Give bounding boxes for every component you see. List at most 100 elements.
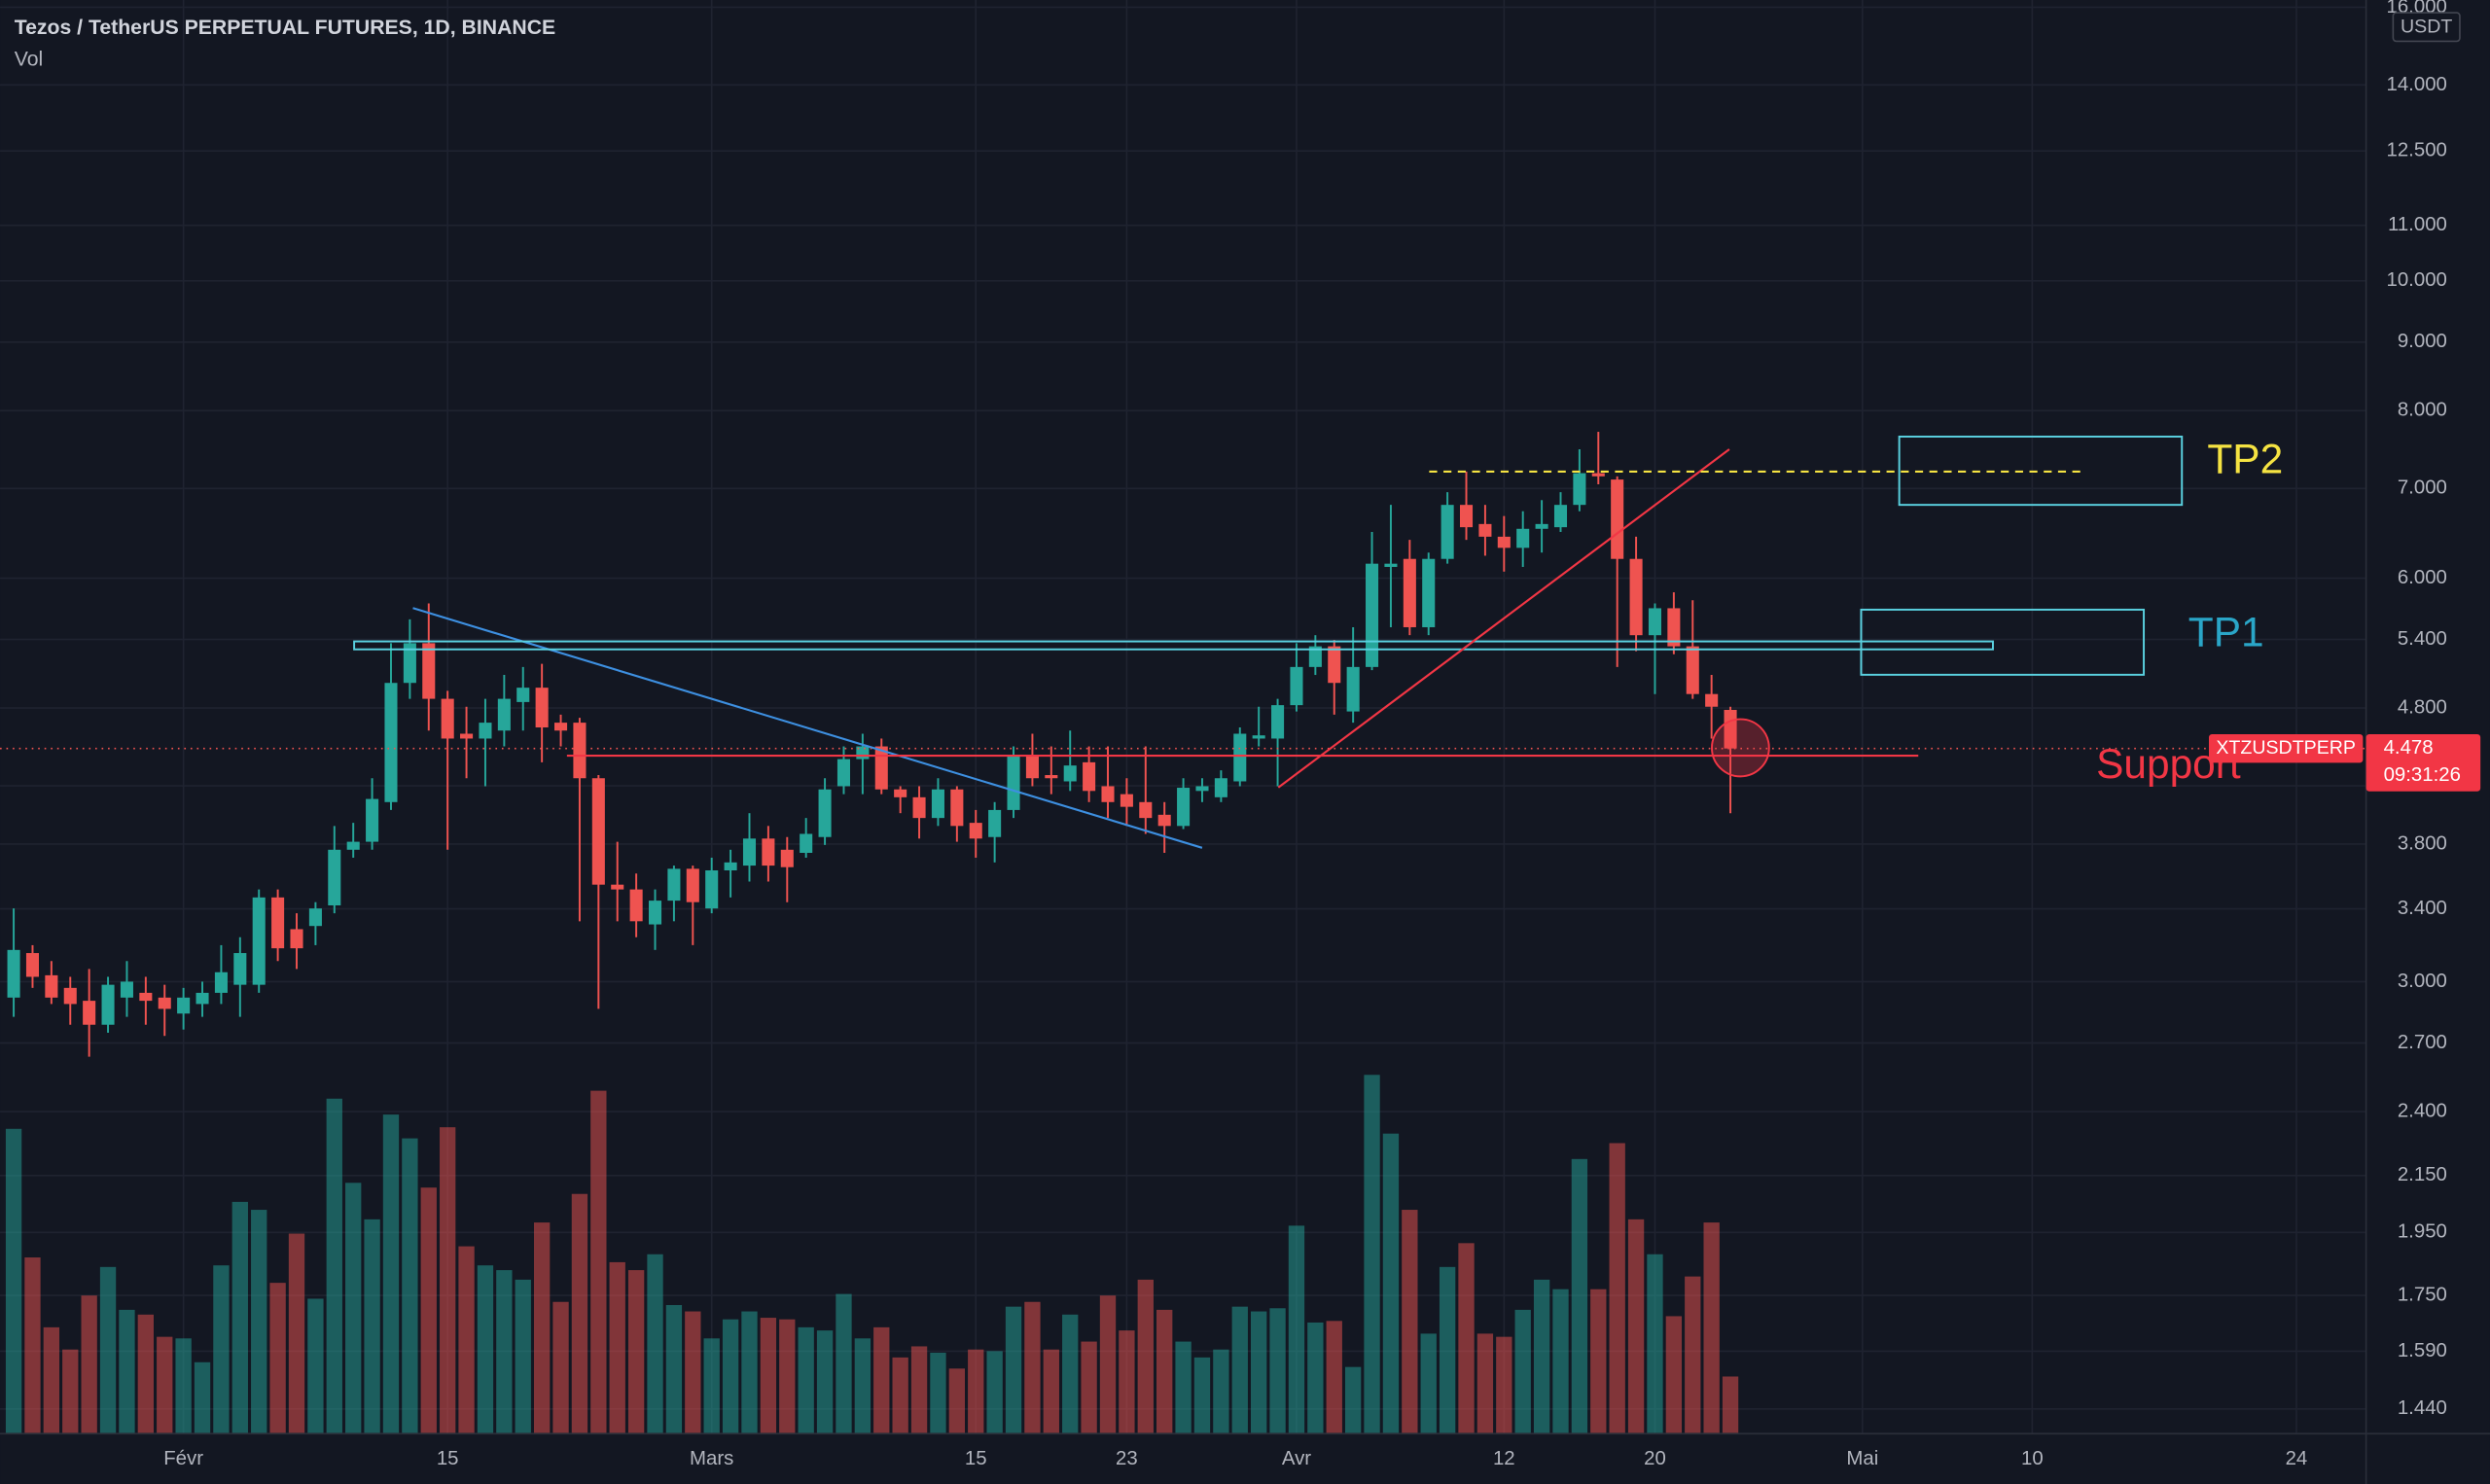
volume-bar [685, 1311, 701, 1434]
trend-line [412, 607, 1203, 849]
candle-body [1290, 666, 1303, 706]
volume-bar [440, 1127, 456, 1434]
volume-bar [420, 1187, 437, 1434]
volume-bar [910, 1346, 928, 1434]
x-tick-label: 20 [1644, 1448, 1666, 1469]
candle-body [969, 823, 982, 839]
candle-body [384, 683, 398, 802]
volume-bar [345, 1183, 362, 1434]
x-tick-label: Mars [690, 1448, 733, 1469]
highlight-circle [1711, 718, 1770, 778]
volume-bar [1458, 1243, 1475, 1434]
candle-body [7, 949, 20, 998]
candle-body [328, 849, 341, 906]
x-tick-label: 15 [965, 1448, 987, 1469]
volume-bar [477, 1265, 494, 1434]
volume-bar [1703, 1222, 1720, 1434]
volume-bar [590, 1090, 607, 1434]
volume-bar [627, 1270, 645, 1434]
volume-bar [269, 1283, 286, 1434]
axes: 16.00014.00012.50011.00010.0009.0008.000… [163, 0, 2447, 1469]
candle-body [667, 868, 681, 901]
volume-bar [1533, 1279, 1550, 1434]
volume-bar [1344, 1366, 1362, 1434]
volume-bar [326, 1098, 342, 1434]
volume-bar [1514, 1309, 1531, 1434]
volume-bar [1326, 1321, 1342, 1434]
volume-bar [968, 1349, 984, 1434]
candle-body [535, 688, 549, 728]
x-tick-label: 12 [1493, 1448, 1515, 1469]
volume-bar [647, 1254, 663, 1434]
candle-body [252, 897, 266, 985]
candle-body [1214, 778, 1227, 797]
candle-body [1366, 563, 1379, 667]
volume-bar [1590, 1289, 1607, 1434]
candle-body [1535, 523, 1548, 529]
candle-body [214, 972, 228, 993]
volume-bar [1552, 1289, 1569, 1434]
indicator-label: Vol [15, 49, 44, 71]
volume-bar [552, 1301, 569, 1434]
volume-bar [157, 1336, 173, 1434]
candle-body [158, 997, 171, 1009]
volume-bar [1665, 1316, 1683, 1434]
candle-body [1101, 786, 1115, 802]
volume-bar [798, 1326, 814, 1434]
target-box [1898, 435, 2184, 507]
volume-bar [1043, 1349, 1059, 1434]
candle-body [346, 841, 360, 850]
candle-body [1629, 558, 1643, 636]
volume-bar [364, 1219, 380, 1434]
volume-bar [722, 1319, 739, 1434]
candle-body [1139, 801, 1153, 819]
countdown: 09:31:26 [2384, 764, 2461, 786]
volume-bar [5, 1128, 22, 1434]
chart-title: Tezos / TetherUS PERPETUAL FUTURES, 1D, … [15, 17, 555, 39]
candle-body [1120, 794, 1133, 807]
x-tick-label: 24 [2286, 1448, 2308, 1469]
candle-body [931, 789, 944, 819]
x-tick-label: Févr [163, 1448, 203, 1469]
y-tick-label: 11.000 [2388, 214, 2447, 235]
candle-body [233, 953, 247, 985]
volume-bar [1364, 1075, 1380, 1434]
candle-body [762, 838, 775, 866]
x-tick-label: Avr [1282, 1448, 1311, 1469]
candle-body [1233, 733, 1247, 782]
annotation: TP2 [2207, 436, 2283, 481]
price-label-box [2366, 733, 2481, 792]
candle-body [1252, 735, 1265, 739]
trend-line [1277, 448, 1730, 789]
x-tick-label: Mai [1846, 1448, 1878, 1469]
candle-body [139, 992, 153, 1002]
volume-bar [703, 1338, 720, 1434]
volume-bar [496, 1270, 513, 1434]
volume-bar [665, 1305, 683, 1434]
volume-bar [137, 1314, 155, 1434]
volume-bar [1137, 1279, 1154, 1434]
volume-bar [175, 1338, 192, 1434]
volume-bar [873, 1326, 890, 1434]
volume-bar [1571, 1158, 1588, 1434]
candle-body [629, 889, 643, 922]
y-tick-label: 3.800 [2398, 832, 2447, 854]
volume-bar [1288, 1225, 1305, 1434]
y-tick-label: 1.590 [2398, 1340, 2447, 1361]
candle-body [742, 838, 757, 866]
candle-body [1611, 479, 1624, 559]
volume-bar [402, 1138, 418, 1434]
candle-body [1667, 608, 1681, 647]
volume-bar [1722, 1376, 1739, 1434]
y-tick-label: 14.000 [2387, 74, 2447, 95]
volume-bar [1307, 1322, 1324, 1434]
candle-body [479, 723, 492, 739]
candle-body [894, 789, 907, 797]
volume-bar [24, 1257, 41, 1434]
candle-body [686, 868, 699, 902]
candle-body [800, 833, 813, 853]
annotation: TP1 [2188, 609, 2264, 654]
y-tick-label: 1.950 [2398, 1221, 2447, 1243]
candle-body [120, 981, 133, 998]
candle-body [836, 759, 851, 787]
